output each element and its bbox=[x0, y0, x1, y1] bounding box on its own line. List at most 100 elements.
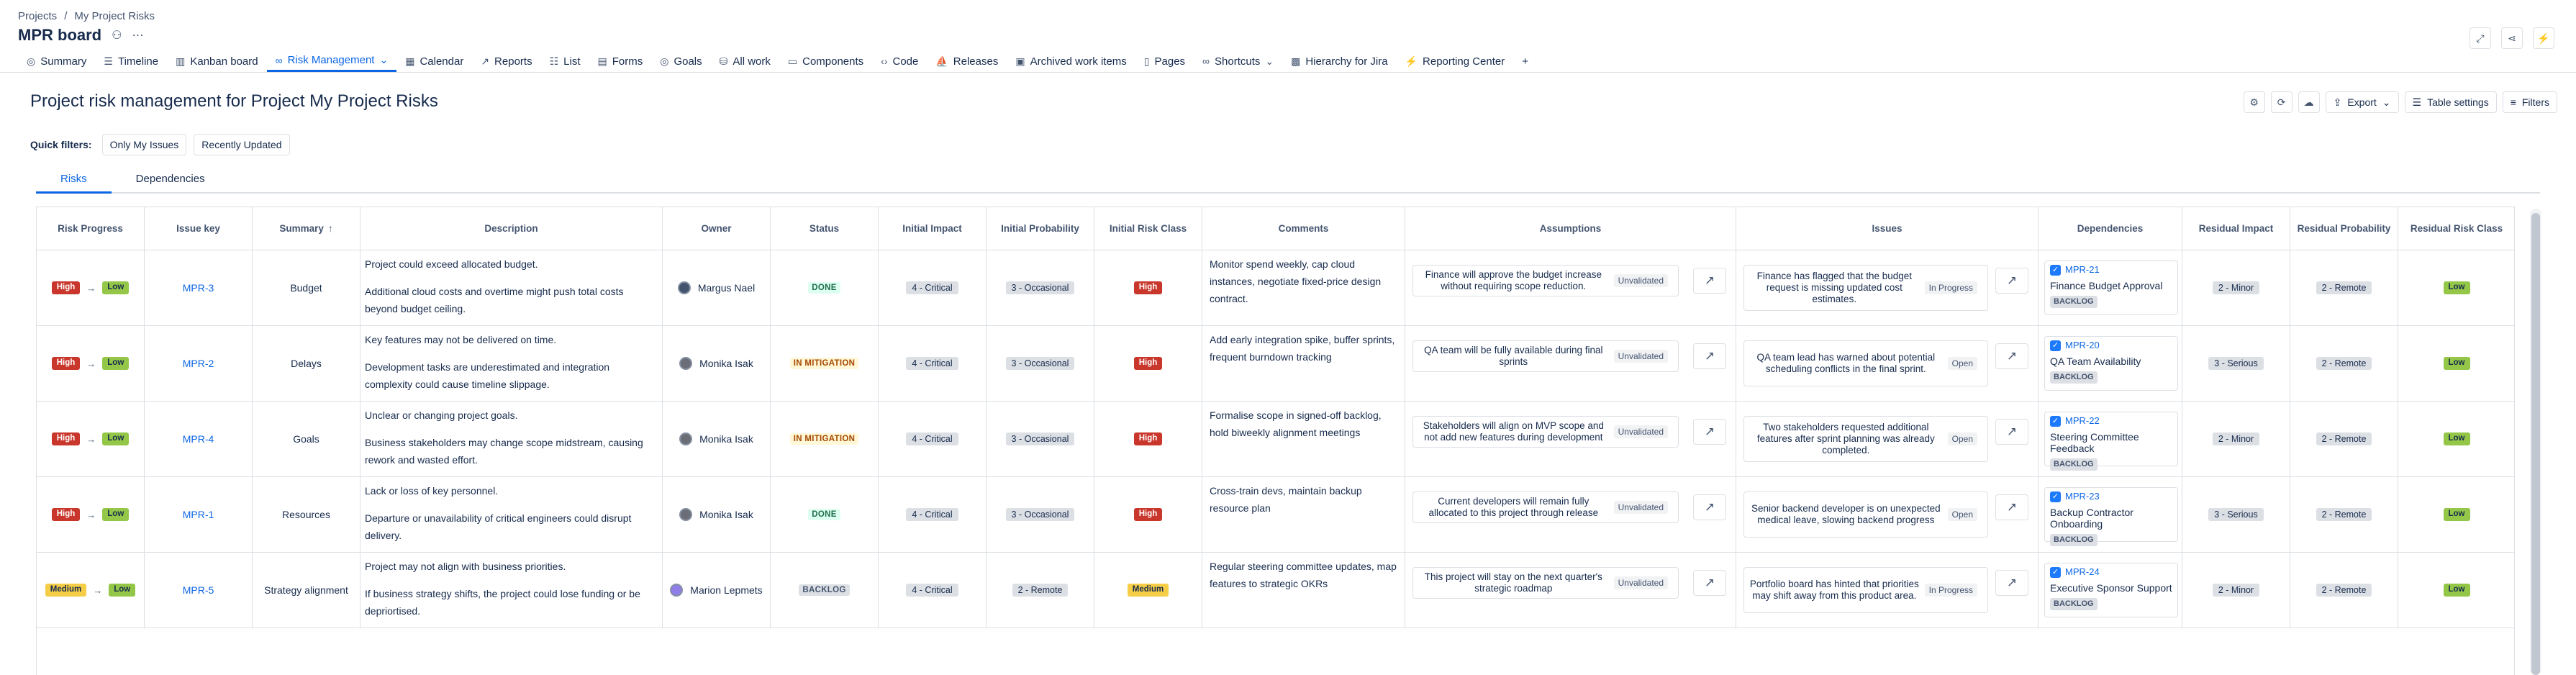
filter-recently-updated[interactable]: Recently Updated bbox=[194, 134, 290, 155]
risk-progress-cell: High → Low bbox=[37, 250, 145, 326]
impact-lozenge: 4 - Critical bbox=[906, 507, 958, 522]
open-issue-button[interactable]: ↗ bbox=[1995, 268, 2028, 294]
tab-forms[interactable]: ▤ Forms bbox=[589, 50, 651, 72]
issue-key-cell: MPR-2 bbox=[145, 326, 253, 402]
assumption-card[interactable]: Finance will approve the budget increase… bbox=[1412, 265, 1679, 296]
assumption-card[interactable]: This project will stay on the next quart… bbox=[1412, 567, 1679, 599]
add-tab-button[interactable]: + bbox=[1522, 55, 1529, 68]
automation-icon[interactable]: ⚡ bbox=[2533, 27, 2554, 49]
column-header[interactable]: Residual Impact bbox=[2182, 207, 2290, 250]
tab-pages[interactable]: ▯ Pages bbox=[1135, 50, 1194, 72]
column-header[interactable]: Risk Progress bbox=[37, 207, 145, 250]
settings-button[interactable]: ⚙ bbox=[2243, 91, 2265, 113]
column-header[interactable]: Description bbox=[360, 207, 663, 250]
issue-card[interactable]: Two stakeholders requested additional fe… bbox=[1743, 416, 1988, 462]
dependency-card[interactable]: ✓ MPR-22 Steering Committee Feedback BACKLO… bbox=[2044, 412, 2178, 471]
issue-card[interactable]: QA team lead has warned about potential … bbox=[1743, 340, 1988, 386]
open-assumption-button[interactable]: ↗ bbox=[1693, 570, 1726, 596]
filter-only-my-issues[interactable]: Only My Issues bbox=[101, 134, 187, 155]
tab-archived-work-items[interactable]: ▣ Archived work items bbox=[1007, 50, 1135, 72]
issue-card[interactable]: Portfolio board has hinted that prioriti… bbox=[1743, 567, 1988, 613]
column-header[interactable]: Summary ↑ bbox=[253, 207, 360, 250]
team-icon[interactable]: ⚇ bbox=[112, 30, 122, 42]
tab-calendar[interactable]: ▦ Calendar bbox=[396, 50, 472, 72]
issue-card[interactable]: Senior backend developer is on unexpecte… bbox=[1743, 491, 1988, 538]
tab-dependencies[interactable]: Dependencies bbox=[135, 173, 205, 185]
column-header[interactable]: Issues bbox=[1736, 207, 2038, 250]
dependency-key[interactable]: ✓ MPR-24 bbox=[2050, 566, 2172, 578]
open-assumption-button[interactable]: ↗ bbox=[1693, 419, 1726, 445]
tab-reporting-center[interactable]: ⚡ Reporting Center bbox=[1397, 50, 1514, 72]
more-icon[interactable]: ⋯ bbox=[132, 30, 144, 42]
column-header[interactable]: Dependencies bbox=[2038, 207, 2182, 250]
table-settings-button[interactable]: ☰ Table settings bbox=[2404, 91, 2497, 113]
tab-kanban-board[interactable]: ▥ Kanban board bbox=[167, 50, 266, 72]
assumption-card[interactable]: Stakeholders will align on MVP scope and… bbox=[1412, 416, 1679, 448]
column-header[interactable]: Residual Risk Class bbox=[2398, 207, 2514, 250]
issue-key-link[interactable]: MPR-3 bbox=[182, 282, 214, 294]
column-header[interactable]: Assumptions bbox=[1405, 207, 1736, 250]
tab-components[interactable]: ▭ Components bbox=[779, 50, 872, 72]
breadcrumb-project[interactable]: My Project Risks bbox=[74, 10, 155, 22]
open-assumption-button[interactable]: ↗ bbox=[1693, 494, 1726, 520]
assumption-state: Unvalidated bbox=[1613, 425, 1668, 438]
scrollbar-thumb[interactable] bbox=[2531, 213, 2540, 675]
tab-releases[interactable]: ⛵ Releases bbox=[927, 50, 1007, 72]
column-header[interactable]: Initial Probability bbox=[987, 207, 1094, 250]
open-assumption-button[interactable]: ↗ bbox=[1693, 343, 1726, 369]
column-header[interactable]: Comments bbox=[1202, 207, 1405, 250]
issue-key-link[interactable]: MPR-1 bbox=[182, 509, 214, 520]
filters-button[interactable]: ≡ Filters bbox=[2502, 91, 2557, 113]
assumption-card[interactable]: QA team will be fully available during f… bbox=[1412, 340, 1679, 372]
issue-key-link[interactable]: MPR-4 bbox=[182, 433, 214, 445]
dependency-card[interactable]: ✓ MPR-23 Backup Contractor Onboarding BACKL… bbox=[2044, 487, 2178, 546]
open-issue-button[interactable]: ↗ bbox=[1995, 570, 2028, 596]
open-assumption-button[interactable]: ↗ bbox=[1693, 268, 1726, 294]
breadcrumb-projects[interactable]: Projects bbox=[18, 10, 58, 22]
tab-code[interactable]: ‹› Code bbox=[872, 50, 927, 72]
column-header[interactable]: Issue key bbox=[145, 207, 253, 250]
tab-risk-management[interactable]: ∞ Risk Management ⌄ bbox=[266, 50, 397, 72]
tab-summary[interactable]: ◎ Summary bbox=[18, 50, 95, 72]
dependency-key[interactable]: ✓ MPR-23 bbox=[2050, 491, 2172, 502]
assumption-card[interactable]: Current developers will remain fully all… bbox=[1412, 491, 1679, 523]
tab-timeline[interactable]: ☰ Timeline bbox=[95, 50, 167, 72]
column-header[interactable]: Owner bbox=[663, 207, 771, 250]
impact-lozenge: 4 - Critical bbox=[906, 281, 958, 295]
tab-goals[interactable]: ◎ Goals bbox=[651, 50, 710, 72]
share-icon[interactable]: ⋖ bbox=[2501, 27, 2523, 49]
tab-list[interactable]: ☷ List bbox=[541, 50, 589, 72]
issue-key-link[interactable]: MPR-2 bbox=[182, 358, 214, 369]
dependency-key[interactable]: ✓ MPR-22 bbox=[2050, 415, 2172, 427]
issue-key-link[interactable]: MPR-5 bbox=[182, 584, 214, 596]
column-header[interactable]: Residual Probability bbox=[2290, 207, 2398, 250]
chevron-down-icon[interactable]: ⌄ bbox=[1265, 55, 1274, 67]
upload-button[interactable]: ☁ bbox=[2298, 91, 2320, 113]
issue-card[interactable]: Finance has flagged that the budget requ… bbox=[1743, 265, 1988, 311]
toolbar: ⚙ ⟳ ☁ ⇪ Export ⌄ ☰ Table settings ≡ Filters bbox=[2243, 91, 2557, 113]
dependency-card[interactable]: ✓ MPR-24 Executive Sponsor Support BACKLOG bbox=[2044, 563, 2178, 617]
residual-risk-class-cell: Low bbox=[2398, 553, 2514, 628]
tab-all-work[interactable]: ⛁ All work bbox=[711, 50, 779, 72]
dependency-key[interactable]: ✓ MPR-20 bbox=[2050, 340, 2172, 351]
expand-icon[interactable]: ⤢ bbox=[2470, 27, 2491, 49]
open-issue-button[interactable]: ↗ bbox=[1995, 343, 2028, 369]
dependency-card[interactable]: ✓ MPR-20 QA Team Availability BACKLOG bbox=[2044, 336, 2178, 391]
tab-reports[interactable]: ↗ Reports bbox=[472, 50, 540, 72]
open-issue-button[interactable]: ↗ bbox=[1995, 494, 2028, 520]
tab-risks[interactable]: Risks bbox=[36, 164, 112, 194]
chevron-down-icon[interactable]: ⌄ bbox=[379, 54, 389, 65]
tab-hierarchy-for-jira[interactable]: ▩ Hierarchy for Jira bbox=[1282, 50, 1396, 72]
tab-label: Calendar bbox=[419, 55, 464, 68]
refresh-button[interactable]: ⟳ bbox=[2270, 91, 2292, 113]
dependency-key[interactable]: ✓ MPR-21 bbox=[2050, 264, 2172, 276]
sort-ascending-icon[interactable]: ↑ bbox=[327, 222, 333, 234]
column-header[interactable]: Initial Risk Class bbox=[1094, 207, 1202, 250]
column-header[interactable]: Status bbox=[771, 207, 879, 250]
open-issue-button[interactable]: ↗ bbox=[1995, 419, 2028, 445]
column-header[interactable]: Initial Impact bbox=[879, 207, 987, 250]
vertical-scrollbar[interactable] bbox=[2530, 209, 2541, 675]
tab-shortcuts[interactable]: ∞ Shortcuts ⌄ bbox=[1194, 50, 1282, 72]
dependency-card[interactable]: ✓ MPR-21 Finance Budget Approval BACKLOG bbox=[2044, 261, 2178, 315]
export-button[interactable]: ⇪ Export ⌄ bbox=[2325, 91, 2399, 113]
